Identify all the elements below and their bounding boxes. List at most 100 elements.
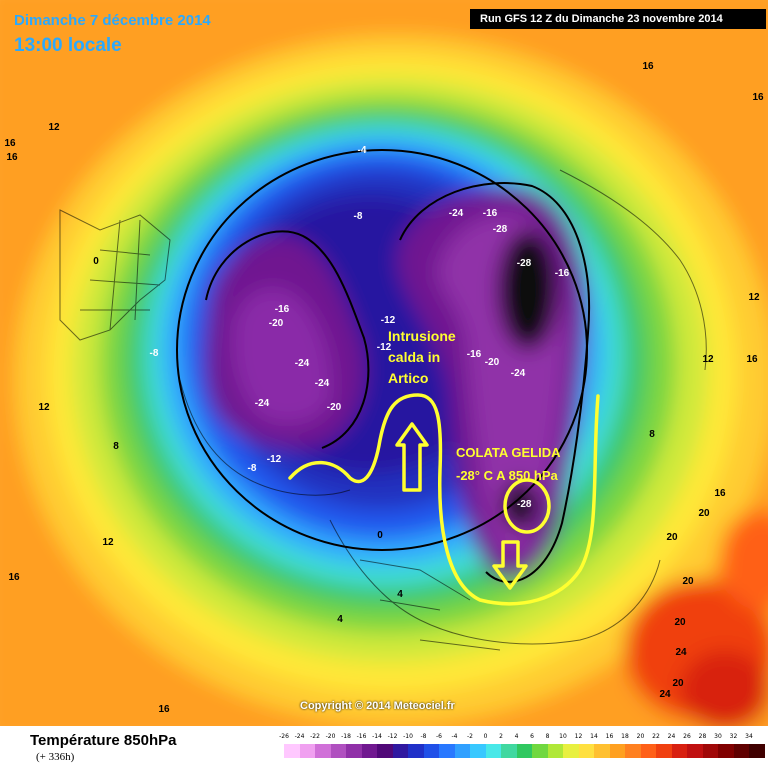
isotherm-label: 16 [642, 61, 654, 72]
legend-tick-label: 34 [745, 733, 753, 740]
legend-tick-label: -4 [451, 733, 458, 740]
legend-tick-label: 32 [729, 733, 738, 740]
legend-swatch [377, 744, 393, 758]
legend-swatch [687, 744, 703, 758]
legend-tick-label: 20 [636, 733, 645, 740]
legend-swatch [563, 744, 579, 758]
legend-tick-label: 18 [621, 733, 629, 740]
legend-swatch [609, 744, 626, 758]
legend-swatch [516, 744, 533, 758]
legend-swatch [702, 744, 719, 758]
annotation-cold-line-1: COLATA GELIDA [456, 445, 561, 460]
legend-tick-label: -8 [420, 733, 427, 740]
legend-tick-label: 2 [499, 733, 503, 740]
isotherm-label: 12 [38, 402, 50, 413]
legend-swatch [470, 744, 486, 758]
isotherm-label: -12 [267, 454, 282, 465]
isotherm-label: -8 [354, 211, 363, 222]
legend-tick-label: 8 [545, 733, 550, 740]
legend-tick-label: -2 [467, 733, 473, 740]
isotherm-label: 16 [158, 704, 170, 715]
legend-tick-label: 4 [514, 733, 519, 740]
legend-tick-label: -24 [294, 733, 305, 740]
isotherm-label: -24 [315, 378, 330, 389]
isotherm-label: -20 [327, 402, 342, 413]
legend-swatch [640, 744, 657, 758]
isotherm-label: 24 [675, 647, 687, 658]
legend-swatch [439, 744, 455, 758]
isotherm-label: 8 [113, 441, 119, 452]
isotherm-label: 20 [666, 532, 678, 543]
isotherm-label: 20 [682, 576, 694, 587]
legend-tick-label: -26 [279, 733, 289, 740]
legend-swatch [315, 744, 331, 758]
legend-swatch [547, 744, 564, 758]
isotherm-label: -24 [255, 398, 270, 409]
legend-tick-label: 30 [714, 733, 722, 740]
isotherm-label: 4 [397, 589, 403, 600]
isotherm-label: 8 [649, 429, 655, 440]
legend-swatch [330, 744, 347, 758]
legend-tick-label: 6 [530, 733, 534, 740]
legend-tick-label: -20 [325, 733, 336, 740]
isotherm-label: -20 [269, 318, 284, 329]
isotherm-label: -16 [275, 304, 290, 315]
isotherm-label: 12 [48, 122, 60, 133]
temperature-map: -28-28-24 -16-16-8-4-16-20-24-24-20-24-12… [0, 0, 768, 726]
legend-tick-label: -18 [341, 733, 351, 740]
legend-swatch [299, 744, 316, 758]
legend-swatch [485, 744, 502, 758]
lead-time: (+ 336h) [36, 751, 75, 763]
legend-swatch [625, 744, 641, 758]
legend-swatch [578, 744, 595, 758]
annotation-warm-intrusion: Intrusione calda in Artico [388, 326, 456, 389]
legend-swatch [718, 744, 734, 758]
legend-tick-label: 12 [574, 733, 583, 740]
legend-swatch [656, 744, 672, 758]
isotherm-label: -16 [555, 268, 570, 279]
isotherm-label: 16 [746, 354, 758, 365]
copyright-notice: Copyright © 2014 Meteociel.fr [300, 700, 455, 712]
legend-swatch [423, 744, 440, 758]
legend-tick-label: 28 [698, 733, 707, 740]
legend-swatch [749, 744, 765, 758]
isotherm-label: 20 [698, 508, 710, 519]
legend-tick-label: 14 [590, 733, 598, 740]
annotation-warm-line-1: Intrusione [388, 328, 456, 344]
legend-swatch [532, 744, 548, 758]
isotherm-label: -24 [295, 358, 310, 369]
isotherm-label: 16 [714, 488, 726, 499]
isotherm-label: 16 [752, 92, 764, 103]
legend-swatch [361, 744, 378, 758]
isotherm-label: 16 [6, 152, 18, 163]
annotation-warm-line-2: calda in [388, 349, 441, 365]
annotation-cold-line-2: -28° C A 850 hPa [456, 468, 558, 483]
isotherm-label: -24 [511, 368, 526, 379]
model-run-banner: Run GFS 12 Z du Dimanche 23 novembre 201… [470, 9, 766, 29]
legend-swatch [594, 744, 610, 758]
isotherm-label: -20 [485, 357, 500, 368]
legend-tick-label: -12 [387, 733, 398, 740]
isotherm-label: 20 [674, 617, 686, 628]
isotherm-label: 4 [337, 614, 343, 625]
legend-swatch [408, 744, 424, 758]
forecast-local-time: 13:00 locale [14, 35, 122, 56]
isotherm-label: 12 [702, 354, 714, 365]
variable-title: Température 850hPa [30, 732, 177, 749]
legend-tick-label: 0 [483, 733, 488, 740]
isotherm-label: -24 [449, 208, 464, 219]
legend-tick-label: 26 [683, 733, 691, 740]
legend-tick-label: 16 [605, 733, 614, 740]
isotherm-label: -8 [248, 463, 257, 474]
isotherm-label: -8 [150, 348, 159, 359]
legend-tick-label: -14 [372, 733, 382, 740]
isotherm-label: 16 [4, 138, 16, 149]
legend-tick-label: -10 [403, 733, 413, 740]
isotherm-label: -4 [358, 145, 367, 156]
legend-tick-label: -22 [310, 733, 320, 740]
legend-tick-label: 24 [667, 733, 676, 740]
circled-minimum-value: -28 [517, 499, 532, 510]
isotherm-label: 20 [672, 678, 684, 689]
legend-swatch [284, 744, 300, 758]
